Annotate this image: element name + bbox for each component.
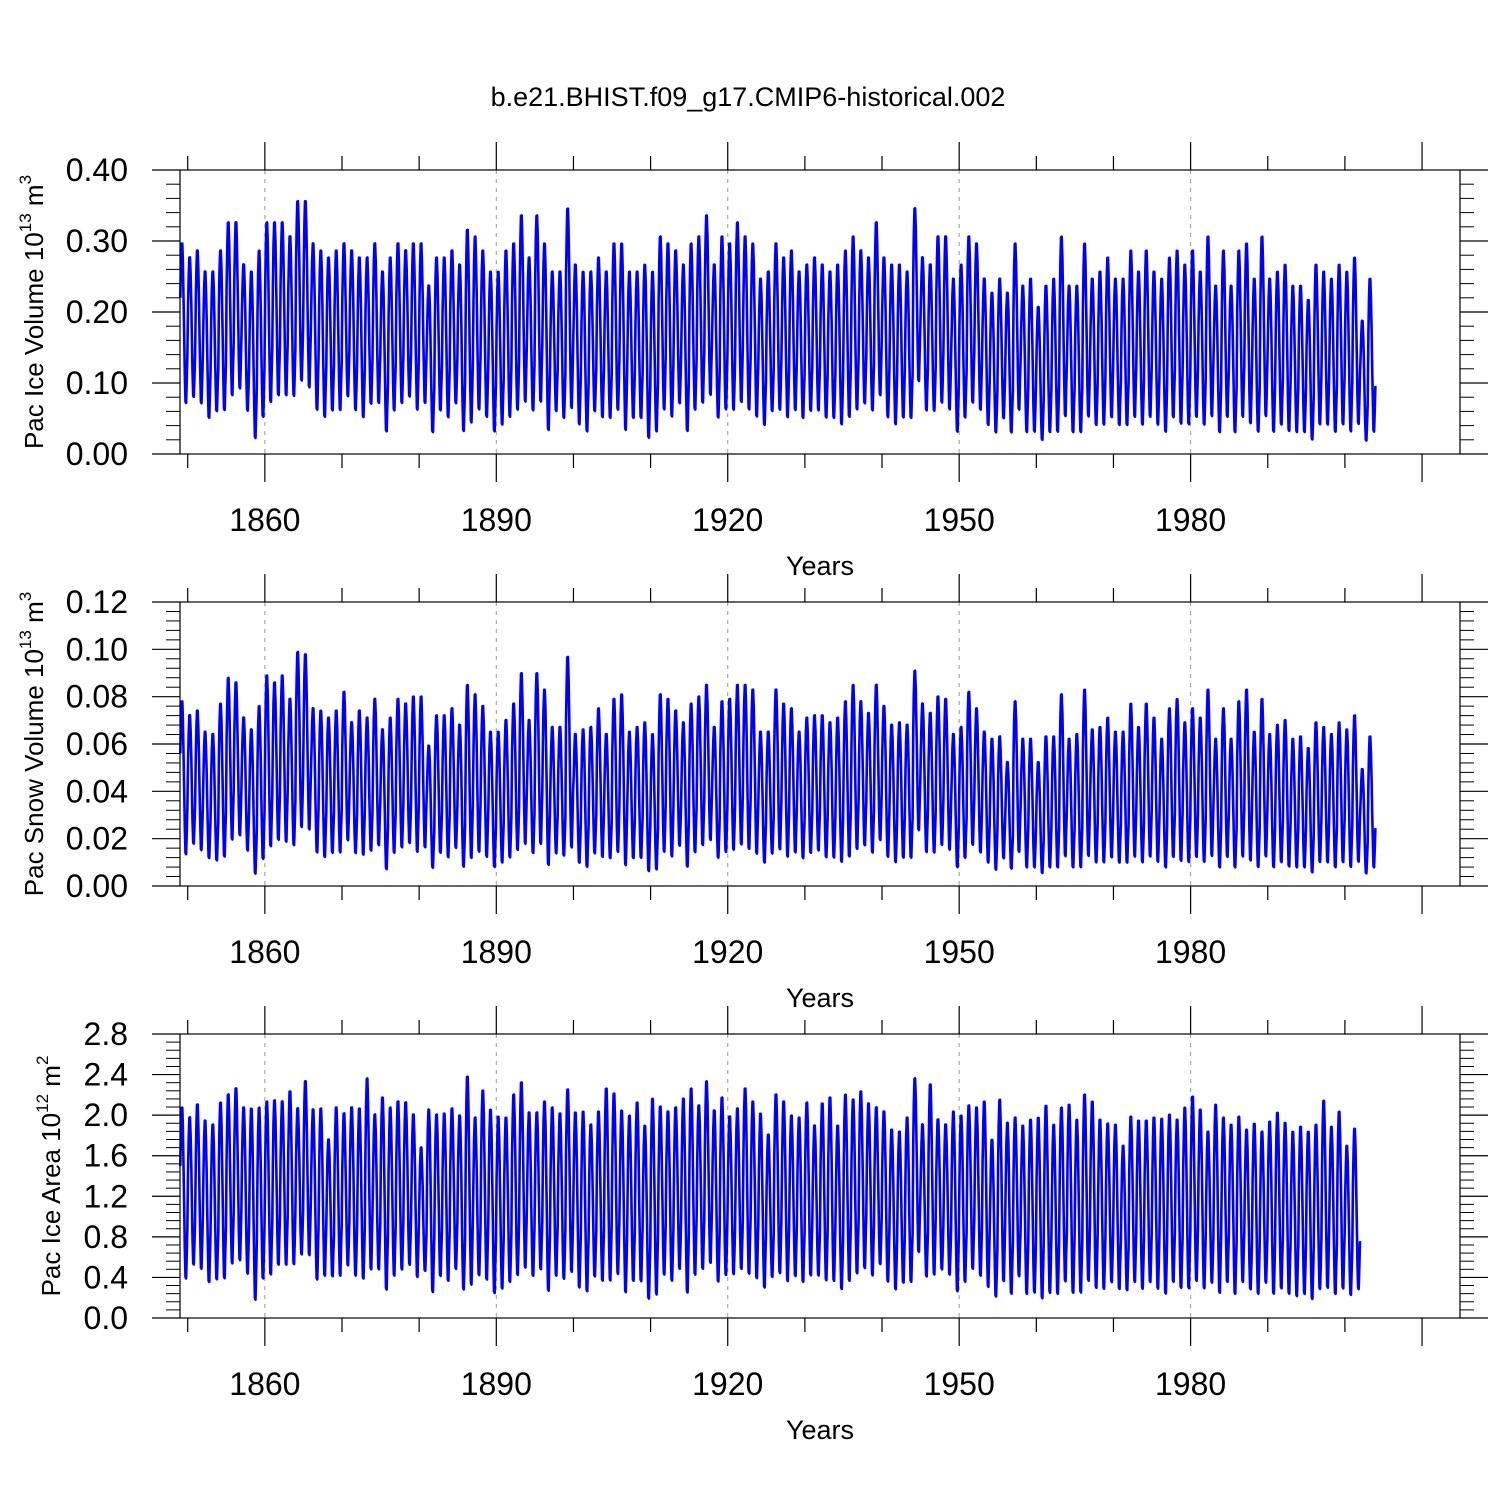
- y-label-unit-exponent: 3: [16, 592, 35, 601]
- y-label-exponent: 12: [33, 1094, 52, 1113]
- x-tick-label: 1860: [229, 502, 300, 538]
- y-tick-label: 0.20: [66, 294, 128, 330]
- y-tick-label: 0.30: [66, 223, 128, 259]
- y-label-unit: m: [19, 184, 49, 213]
- y-label-unit: m: [36, 1065, 66, 1094]
- y-label-unit-exponent: 3: [16, 175, 35, 184]
- x-tick-label: 1950: [924, 1366, 995, 1402]
- y-label-text: Pac Snow Volume 10: [19, 649, 49, 896]
- x-axis-label: Years: [786, 983, 854, 1013]
- panel-3: 0.0 0.4 0.8 1.2 1.6 2.0 2.4 2.8 1860 1890 1920 1950…: [33, 1006, 1488, 1445]
- series-line: [179, 650, 1377, 875]
- y-tick-label: 0.4: [84, 1259, 128, 1295]
- x-tick-label: 1890: [461, 934, 532, 970]
- series-line: [179, 1075, 1362, 1301]
- panel-2: 0.00 0.02 0.04 0.06 0.08 0.10 0.12 1860 1890 1920…: [16, 574, 1488, 1013]
- y-tick-label: 2.0: [84, 1097, 128, 1133]
- x-tick-label: 1980: [1155, 1366, 1226, 1402]
- plot-frame: [179, 1033, 1461, 1319]
- x-axis-label: Years: [786, 551, 854, 581]
- x-tick-label: 1950: [924, 934, 995, 970]
- y-tick-label: 0.04: [66, 773, 128, 809]
- chart-title: b.e21.BHIST.f09_g17.CMIP6-historical.002: [491, 82, 1006, 112]
- y-label-text: Pac Ice Volume 10: [19, 232, 49, 449]
- y-tick-label: 0.08: [66, 679, 128, 715]
- panel-1: 0.00 0.10 0.20 0.30 0.40 1860 1890 1920 1950 1980…: [16, 142, 1488, 581]
- y-tick-label: 2.4: [84, 1057, 128, 1093]
- x-tick-label: 1920: [692, 1366, 763, 1402]
- y-axis-label: Pac Snow Volume 1013 m3: [16, 592, 49, 896]
- x-tick-label: 1860: [229, 934, 300, 970]
- y-label-unit-exponent: 2: [33, 1056, 52, 1065]
- y-tick-label: 1.2: [84, 1178, 128, 1214]
- x-tick-label: 1860: [229, 1366, 300, 1402]
- x-axis-label: Years: [786, 1415, 854, 1445]
- x-tick-label: 1890: [461, 502, 532, 538]
- y-axis-label: Pac Ice Volume 1013 m3: [16, 175, 49, 449]
- x-tick-label: 1980: [1155, 934, 1226, 970]
- x-tick-label: 1920: [692, 934, 763, 970]
- x-tick-label: 1950: [924, 502, 995, 538]
- y-tick-label: 0.00: [66, 868, 128, 904]
- y-axis-label: Pac Ice Area 1012 m2: [33, 1056, 66, 1297]
- x-tick-label: 1980: [1155, 502, 1226, 538]
- y-tick-label: 0.10: [66, 365, 128, 401]
- y-label-exponent: 13: [16, 630, 35, 649]
- panels: 0.00 0.10 0.20 0.30 0.40 1860 1890 1920 1950 1980…: [16, 142, 1488, 1445]
- y-tick-label: 0.10: [66, 631, 128, 667]
- y-tick-label: 0.40: [66, 152, 128, 188]
- y-tick-label: 0.12: [66, 584, 128, 620]
- y-tick-label: 0.02: [66, 821, 128, 857]
- y-tick-label: 0.06: [66, 726, 128, 762]
- y-label-unit: m: [19, 601, 49, 630]
- y-tick-label: 2.8: [84, 1016, 128, 1052]
- y-label-exponent: 13: [16, 213, 35, 232]
- y-tick-label: 0.8: [84, 1219, 128, 1255]
- y-label-text: Pac Ice Area 10: [36, 1113, 66, 1297]
- series-line: [179, 199, 1377, 442]
- y-tick-label: 1.6: [84, 1138, 128, 1174]
- x-tick-label: 1920: [692, 502, 763, 538]
- y-tick-label: 0.00: [66, 436, 128, 472]
- x-tick-label: 1890: [461, 1366, 532, 1402]
- y-tick-label: 0.0: [84, 1300, 128, 1336]
